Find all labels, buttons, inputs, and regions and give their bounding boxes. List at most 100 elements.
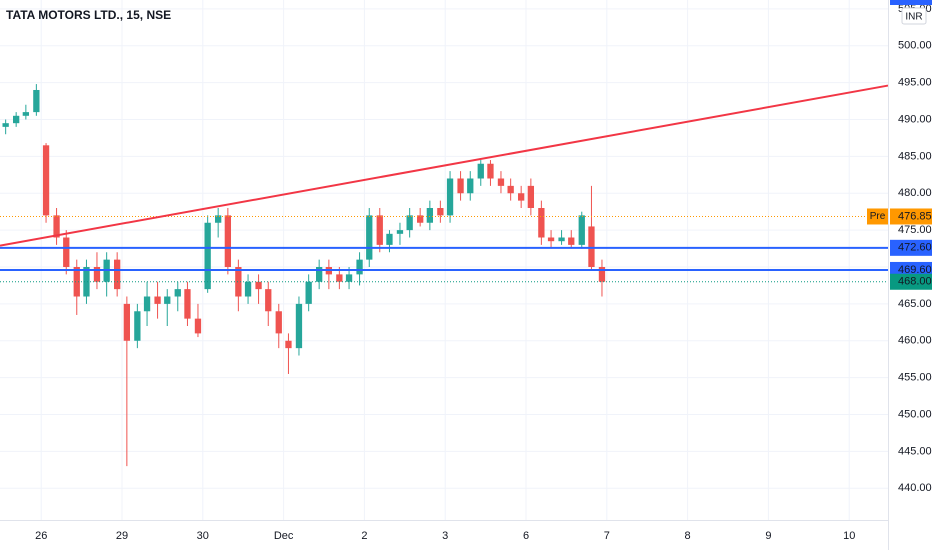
candle-body [446,178,454,216]
candle-body [53,215,60,238]
x-tick-label: 2 [361,530,367,542]
y-tick-label: 455.00 [898,372,932,384]
candle-body [174,289,181,297]
candle-body [305,281,312,304]
chart-title: TATA MOTORS LTD., 15, NSE [6,8,171,22]
price-tag-box [867,208,888,225]
x-tick-label: 29 [116,530,128,542]
price-label-box [890,208,932,225]
candle-body [83,267,90,297]
currency-box[interactable] [901,7,927,25]
plot [0,84,889,467]
y-tick-label: 480.00 [898,187,932,199]
candle-body [22,112,30,116]
currency[interactable]: INR [905,12,922,23]
trend-line [0,84,889,247]
candle-body [547,237,555,242]
candle-body [477,163,484,179]
candle-body [366,215,373,260]
candle-body [63,237,70,268]
price-label-box [890,239,932,256]
candle-body [204,222,211,290]
x-tick-label: 3 [442,530,448,542]
y-tick-label: 465.00 [898,298,932,310]
candle-body [376,215,383,245]
price-tag: Pre [870,211,886,222]
candle-body [457,178,464,194]
axes: 440.00445.00450.00455.00460.00465.00470.… [35,3,932,542]
candle-body [93,267,101,282]
candle-body [244,281,252,297]
candle-body [316,267,323,282]
candle-body [426,208,434,223]
candle-body [143,296,151,312]
candle-body [598,267,606,282]
candle-body [396,230,404,234]
candle-body [336,274,343,282]
candle-body [356,259,363,275]
price-label: 476.85 [898,210,932,222]
price-label: 469.60 [898,264,932,276]
price-label: 468.00 [898,276,932,288]
candle-body [568,237,575,245]
y-tick-label: 475.00 [898,224,932,236]
x-tick-label: 30 [197,530,209,542]
candle-body [538,208,545,238]
candle-body [487,163,494,179]
price-label-box [890,273,932,290]
x-tick-label: 7 [604,530,610,542]
candle-body [345,274,353,282]
candle-body [417,215,424,223]
x-tick-label: 9 [765,530,771,542]
candle-body [578,215,585,245]
candle-body [255,281,262,290]
candle-body [13,115,20,124]
candle-body [194,318,202,334]
candle-body [507,185,514,194]
x-tick-label: 6 [523,530,529,542]
candle-body [184,289,191,319]
candle-body [224,215,232,268]
y-tick-label: 495.00 [898,77,932,89]
candle-body [73,267,80,297]
candle-body [235,267,242,297]
y-tick-label: 490.00 [898,113,932,125]
candle-body [42,145,50,216]
candle-body [285,340,292,349]
candle-body [154,296,161,304]
candle-body [265,289,272,312]
y-tick-label: 485.00 [898,150,932,162]
candle-body [164,296,171,304]
candle-body [467,178,474,194]
x-tick-label: 10 [843,530,855,542]
candle-body [114,259,121,290]
price-label: 472.60 [898,242,932,254]
y-tick-label: 500.00 [898,40,932,52]
candle-body [2,123,9,127]
candle-body [295,303,303,349]
candle-body [588,226,595,268]
candle-body [33,89,40,113]
candle-body [386,233,393,245]
x-tick-label: Dec [274,530,294,542]
x-tick-label: 8 [685,530,691,542]
y-tick-label: 445.00 [898,445,932,457]
candle-body [134,311,141,341]
candle-body [527,185,535,208]
candle-body [215,215,222,223]
candle-body [406,215,413,231]
y-tick-label: 460.00 [898,335,932,347]
candle-body [275,311,282,334]
x-tick-label: 26 [35,530,47,542]
candle-body [518,193,525,201]
candle-body [558,237,565,242]
top-marker [890,0,932,5]
candle-body [497,178,505,186]
y-tick-label: 450.00 [898,408,932,420]
y-tick-label: 440.00 [898,482,932,494]
candle-body [123,303,131,341]
grid [0,0,888,520]
candle-body [437,208,444,216]
